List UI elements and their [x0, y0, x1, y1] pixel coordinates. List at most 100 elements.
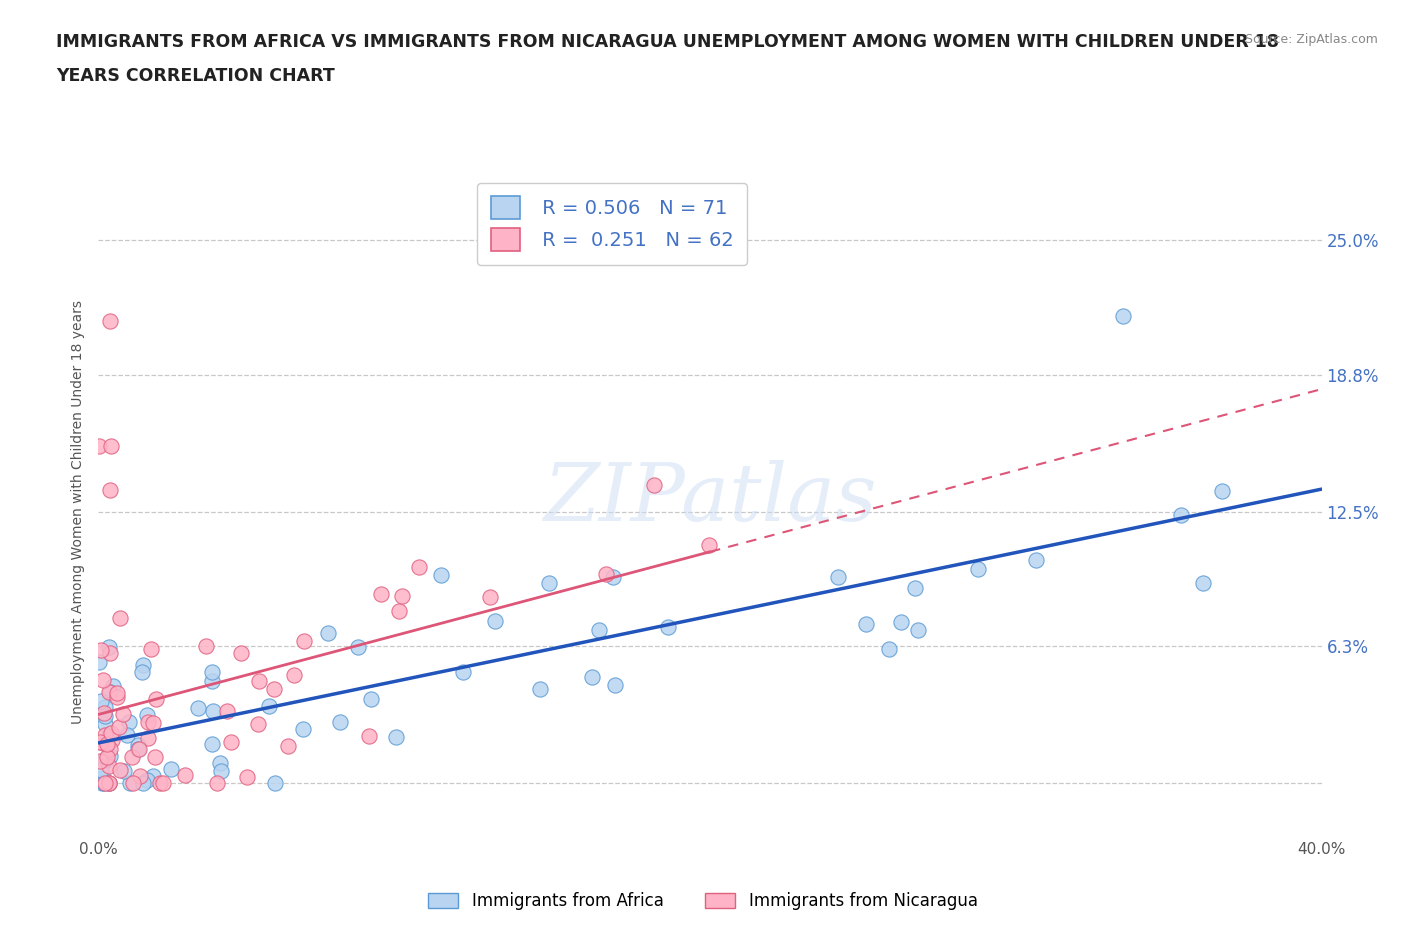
Legend:  R = 0.506   N = 71,  R =  0.251   N = 62: R = 0.506 N = 71, R = 0.251 N = 62: [477, 182, 747, 264]
Point: [149, 776, 172, 790]
Point: [127, 742, 149, 757]
Point: [122, 776, 145, 790]
Point: [142, 769, 165, 784]
Point: [90, 763, 112, 777]
Point: [370, 587, 392, 602]
Point: [117, 714, 139, 729]
Point: [316, 626, 339, 641]
Point: [94, 752, 117, 767]
Point: [194, 638, 217, 653]
Point: [129, 768, 152, 783]
Point: [215, 703, 238, 718]
Point: [451, 665, 474, 680]
Point: [90, 643, 112, 658]
Point: [98, 726, 121, 741]
Point: [173, 767, 195, 782]
Point: [231, 645, 253, 660]
Point: [201, 664, 224, 679]
Point: [108, 763, 131, 777]
Point: [131, 665, 153, 680]
Point: [96, 737, 118, 751]
Point: [127, 737, 149, 752]
Point: [98, 741, 121, 756]
Point: [1211, 484, 1233, 498]
Point: [292, 722, 315, 737]
Point: [247, 716, 270, 731]
Point: [145, 692, 167, 707]
Point: [108, 719, 131, 734]
Point: [1112, 309, 1135, 324]
Point: [111, 707, 134, 722]
Point: [97, 758, 120, 773]
Point: [201, 704, 224, 719]
Point: [387, 604, 409, 618]
Point: [277, 739, 299, 754]
Point: [100, 725, 122, 740]
Point: [890, 614, 912, 629]
Point: [1025, 552, 1047, 567]
Point: [595, 567, 617, 582]
Point: [96, 750, 118, 764]
Point: [538, 576, 561, 591]
Point: [131, 776, 153, 790]
Point: [329, 715, 352, 730]
Point: [205, 776, 228, 790]
Point: [247, 674, 270, 689]
Point: [136, 708, 159, 723]
Point: [1191, 576, 1213, 591]
Point: [391, 589, 413, 604]
Point: [98, 684, 121, 699]
Point: [145, 750, 167, 764]
Point: [98, 749, 121, 764]
Point: [357, 728, 380, 743]
Point: [98, 313, 121, 328]
Point: [263, 682, 285, 697]
Point: [90, 776, 112, 790]
Point: [292, 633, 315, 648]
Point: [283, 668, 305, 683]
Point: [160, 762, 183, 777]
Point: [91, 672, 114, 687]
Point: [98, 483, 121, 498]
Point: [347, 640, 370, 655]
Point: [360, 691, 382, 706]
Point: [135, 773, 157, 788]
Point: [385, 729, 408, 744]
Point: [97, 776, 120, 790]
Point: [121, 750, 143, 764]
Point: [89, 655, 111, 670]
Point: [101, 732, 124, 747]
Point: [115, 728, 138, 743]
Point: [98, 645, 121, 660]
Point: [201, 674, 224, 689]
Point: [98, 776, 121, 790]
Point: [479, 590, 502, 604]
Point: [529, 682, 551, 697]
Text: Source: ZipAtlas.com: Source: ZipAtlas.com: [1244, 33, 1378, 46]
Point: [89, 439, 111, 454]
Point: [128, 741, 150, 756]
Point: [105, 690, 128, 705]
Point: [484, 614, 506, 629]
Point: [112, 764, 135, 778]
Point: [907, 622, 929, 637]
Point: [219, 735, 242, 750]
Point: [98, 776, 121, 790]
Point: [430, 567, 453, 582]
Point: [90, 694, 112, 709]
Point: [94, 776, 117, 790]
Point: [697, 538, 720, 552]
Point: [93, 776, 115, 790]
Point: [855, 617, 877, 631]
Point: [103, 679, 125, 694]
Point: [132, 658, 155, 672]
Point: [657, 619, 679, 634]
Point: [1170, 508, 1192, 523]
Point: [581, 670, 603, 684]
Point: [89, 735, 111, 750]
Point: [201, 737, 224, 751]
Point: [408, 559, 430, 574]
Point: [904, 580, 927, 595]
Point: [93, 705, 115, 720]
Point: [236, 770, 259, 785]
